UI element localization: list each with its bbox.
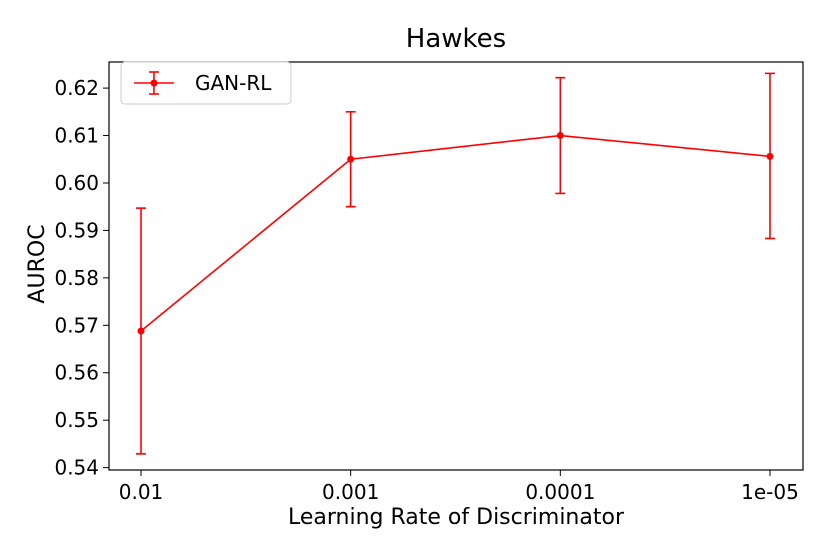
data-point [766,152,774,160]
plot-frame [108,61,804,471]
x-axis-label: Learning Rate of Discriminator [288,505,625,530]
x-tick-label: 0.01 [119,480,164,504]
y-tick-label: 0.55 [54,408,99,432]
x-tick-label: 0.001 [322,480,379,504]
data-point [137,327,145,335]
y-tick-label: 0.54 [54,456,99,480]
y-tick-label: 0.62 [54,76,99,100]
legend: GAN-RL [120,61,292,105]
y-tick-label: 0.60 [54,171,99,195]
chart-title: Hawkes [406,24,506,54]
y-tick-label: 0.57 [54,313,99,337]
plot-area [136,72,775,455]
legend-box [120,61,292,105]
y-tick-label: 0.56 [54,361,99,385]
data-point [556,132,564,140]
x-tick-label: 0.0001 [525,480,595,504]
series-line [140,134,771,332]
data-point [347,155,355,163]
y-axis-label: AUROC [25,224,50,303]
legend-marker [150,79,158,87]
x-axis: 0.01 0.001 0.0001 1e-05 [119,470,799,504]
legend-label: GAN-RL [195,71,272,95]
y-axis: 0.54 0.55 0.56 0.57 0.58 0.59 0.60 0.61 0.62 [54,76,109,480]
x-tick-label: 1e-05 [741,480,799,504]
y-tick-label: 0.61 [54,124,99,148]
y-tick-label: 0.58 [54,266,99,290]
y-tick-label: 0.59 [54,218,99,242]
